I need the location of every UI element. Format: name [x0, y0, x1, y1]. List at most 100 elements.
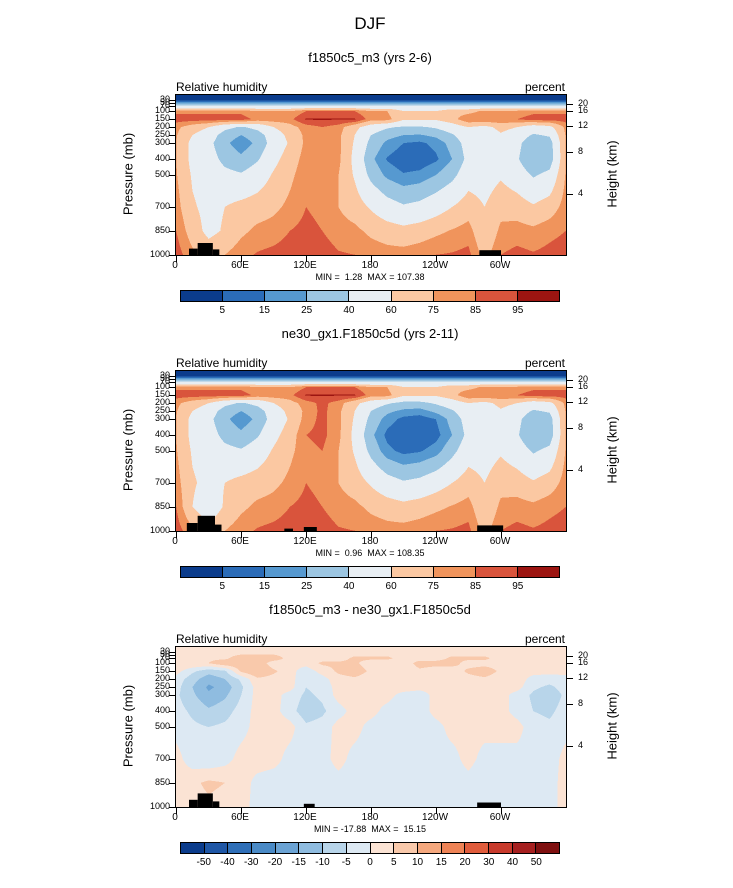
panel-difference: f1850c5_m3 - ne30_gx1.F1850c5d Relative … [0, 602, 733, 870]
pressure-tick-mark [169, 695, 175, 696]
colorbar-tick-label: -30 [244, 857, 259, 868]
longitude-tick-label: 60W [489, 260, 511, 271]
contour-canvas [176, 647, 566, 807]
colorbar-cell [264, 566, 308, 578]
pressure-tick-mark [169, 143, 175, 144]
colorbar-tick-label: 75 [427, 305, 439, 316]
longitude-tick-mark [500, 532, 502, 538]
field-label: Relative humidity [176, 356, 268, 370]
colorbar-cell [274, 842, 300, 854]
field-label: Relative humidity [176, 80, 268, 94]
height-tick-mark [567, 402, 573, 404]
pressure-tick-mark [169, 375, 175, 377]
longitude-tick-label: 60W [489, 812, 511, 823]
longitude-tick-label: 120W [421, 812, 449, 823]
longitude-tick-mark [436, 808, 437, 814]
colorbar-tick-label: -10 [315, 857, 330, 868]
height-tick-mark [567, 678, 573, 680]
pressure-tick-label: 500 [154, 721, 170, 731]
longitude-tick-label: 0 [172, 536, 178, 547]
pressure-tick-label: 250 [154, 405, 170, 415]
colorbar-tick-label: 75 [427, 581, 439, 592]
colorbar-labels: 5 15 25 40 60 75 85 95 [180, 305, 560, 317]
colorbar-tick-label: 5 [219, 581, 225, 592]
pressure-tick-mark [169, 655, 175, 656]
colorbar-cell [203, 842, 229, 854]
pressure-tick-mark [169, 379, 175, 380]
colorbar-cell [487, 842, 513, 854]
colorbar-tick-label: 30 [483, 857, 495, 868]
colorbar-cell [511, 842, 537, 854]
pressure-tick-label: 400 [154, 705, 170, 715]
pressure-tick-mark [169, 807, 175, 808]
longitude-tick-label: 120W [421, 536, 449, 547]
pressure-tick-label: 700 [154, 477, 170, 487]
colorbar-tick-label: -5 [341, 857, 351, 868]
height-tick-label: 16 [578, 381, 589, 392]
colorbar-cell [474, 290, 518, 302]
case2-title: ne30_gx1.F1850c5d (yrs 2-11) [281, 326, 459, 341]
pressure-tick-mark [169, 783, 175, 784]
pressure-tick-label: 30 [159, 369, 170, 380]
longitude-tick-labels: 0 60E 120E 180 120W 60W [172, 260, 565, 272]
pressure-tick-label: 400 [154, 429, 170, 439]
pressure-tick-mark [169, 759, 175, 760]
pressure-tick-label: 850 [154, 225, 170, 235]
height-tick-label: 12 [578, 396, 589, 407]
longitude-tick-label: 120E [293, 260, 317, 271]
height-tick-label: 4 [578, 463, 584, 474]
season-title: DJF [354, 14, 386, 33]
minmax-label: MIN = -17.88 MAX = 15.15 [313, 824, 427, 834]
pressure-tick-mark [169, 658, 175, 660]
pressure-tick-label: 250 [154, 681, 170, 691]
pressure-tick-label: 1000 [149, 525, 170, 535]
pressure-tick-mark [169, 119, 175, 120]
longitude-tick-mark [371, 808, 372, 814]
pressure-tick-label: 300 [154, 689, 170, 699]
longitude-tick-mark [241, 808, 242, 814]
pressure-tick-label: 250 [154, 129, 170, 139]
pressure-tick-mark [169, 135, 175, 136]
height-tick-mark [567, 193, 573, 195]
pressure-tick-mark [169, 727, 175, 728]
pressure-tick-label: 200 [154, 673, 170, 683]
colorbar-cell [180, 290, 224, 302]
contour-canvas [176, 95, 566, 255]
pressure-tick-label: 1000 [149, 801, 170, 811]
colorbar-cell [306, 290, 350, 302]
colorbar-tick-label: 85 [469, 305, 482, 316]
case1-title: f1850c5_m3 (yrs 2-6) [308, 50, 432, 65]
units-label: percent [524, 632, 565, 646]
pressure-tick-mark [169, 231, 175, 232]
height-tick-mark [567, 427, 573, 429]
pressure-tick-label: 70 [159, 100, 170, 111]
colorbar-tick-label: 5 [390, 857, 397, 868]
height-tick-label: 8 [578, 697, 584, 708]
longitude-tick-mark [305, 808, 307, 814]
pressure-tick-mark [169, 103, 175, 104]
longitude-tick-mark [305, 256, 307, 262]
colorbar-tick-label: 85 [469, 581, 482, 592]
colorbar-labels: 5 15 25 40 60 75 85 95 [180, 581, 560, 593]
colorbar-cell [393, 842, 418, 854]
pressure-tick-label: 50 [159, 97, 170, 107]
colorbar [180, 842, 560, 854]
height-tick-mark [567, 379, 573, 381]
pressure-tick-labels: 30 50 70 100 150 200 250 300 400 500 700 850 1000 [126, 369, 170, 535]
colorbar-tick-label: 95 [512, 305, 524, 316]
pressure-tick-mark [169, 111, 175, 112]
longitude-tick-mark [436, 256, 437, 262]
colorbar-cell [432, 566, 476, 578]
colorbar-cell [516, 566, 560, 578]
longitude-tick-label: 60E [231, 812, 249, 823]
colorbar-tick-label: 60 [385, 305, 397, 316]
field-label: Relative humidity [176, 632, 268, 646]
pressure-tick-mark [169, 687, 175, 688]
colorbar-tick-label: 25 [301, 581, 313, 592]
colorbar-cell [369, 842, 395, 854]
contour-plot [169, 646, 573, 814]
pressure-tick-mark [169, 679, 175, 680]
height-tick-label: 16 [578, 657, 589, 668]
pressure-tick-mark [169, 663, 175, 664]
pressure-tick-mark [169, 507, 175, 508]
